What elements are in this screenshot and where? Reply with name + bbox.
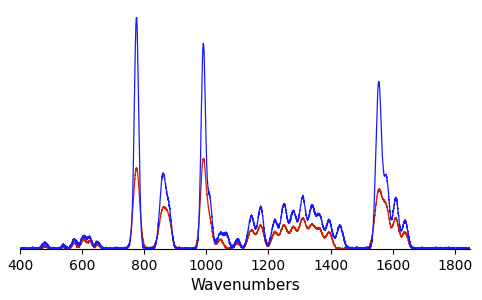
X-axis label: Wavenumbers: Wavenumbers: [190, 278, 300, 293]
